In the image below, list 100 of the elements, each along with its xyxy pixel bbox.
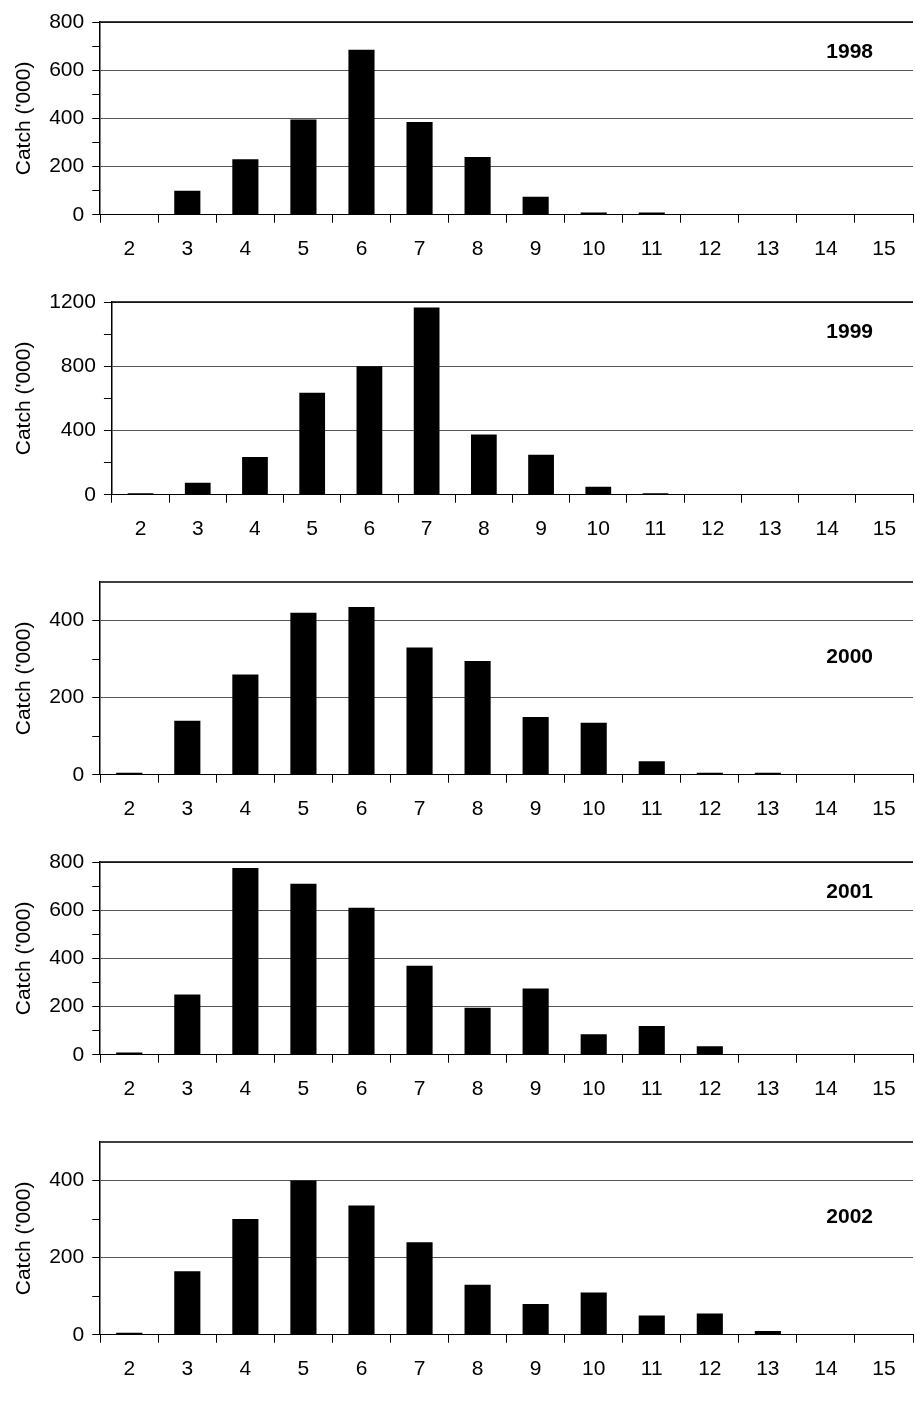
y-tick-label: 200 [49,684,85,708]
x-tick-label: 15 [872,516,897,540]
x-tick-label: 3 [181,1356,194,1380]
x-tick-label: 12 [698,236,722,260]
x-tick-label: 11 [640,236,663,260]
x-tick-label: 6 [355,236,368,260]
annotation: 2002 [826,1203,873,1227]
x-tick-label: 5 [306,516,319,540]
x-tick-label: 12 [698,1356,722,1380]
x-tick-label: 10 [582,1076,606,1100]
x-tick-label: 14 [814,236,838,260]
x-tick-label: 7 [413,236,426,260]
y-tick-label: 0 [84,481,96,505]
y-tick-label: 400 [49,945,85,969]
x-tick-label: 4 [239,1356,252,1380]
y-tick-label: 600 [49,57,85,80]
x-tick-label: 6 [355,796,368,820]
x-tick-label: 14 [814,1356,838,1380]
x-tick-label: 2 [123,1356,136,1380]
x-tick-label: 8 [471,236,484,260]
x-tick-label: 13 [756,1356,780,1380]
x-tick-label: 2 [123,796,136,820]
x-tick-label: 11 [640,1356,663,1380]
x-tick-label: 4 [249,516,262,540]
x-tick-label: 2 [123,1076,136,1100]
x-tick-label: 11 [640,796,663,820]
y-axis-title: Catch ('000) [11,341,35,456]
y-tick-label: 800 [49,848,85,872]
y-tick-label: 400 [49,607,85,631]
x-tick-label: 7 [413,1076,426,1100]
x-tick-label: 5 [297,236,310,260]
x-tick-label: 9 [529,796,542,820]
x-tick-label: 5 [297,796,310,820]
y-tick-label: 800 [49,8,85,32]
x-tick-label: 8 [471,796,484,820]
x-tick-label: 3 [181,796,194,820]
x-tick-label: 9 [535,516,547,540]
x-tick-label: 12 [698,1076,722,1100]
x-tick-label: 10 [582,236,606,260]
x-tick-label: 9 [529,236,542,260]
x-tick-label: 5 [297,1356,310,1380]
x-tick-label: 2 [123,236,136,260]
x-tick-label: 11 [644,516,667,540]
x-tick-label: 14 [814,1076,838,1100]
x-tick-label: 9 [529,1356,542,1380]
y-axis-title: Catch ('000) [11,61,35,176]
x-tick-label: 10 [582,1356,606,1380]
annotation: 2001 [826,878,874,902]
y-tick-label: 200 [49,993,85,1017]
x-tick-label: 9 [529,1076,542,1100]
x-tick-label: 13 [758,516,782,540]
x-tick-label: 8 [471,1076,484,1100]
y-axis-title: Catch ('000) [11,1181,35,1296]
x-tick-label: 7 [420,516,433,540]
annotation: 2000 [826,643,873,667]
x-tick-label: 6 [355,1076,368,1100]
y-tick-label: 400 [49,1167,85,1191]
x-tick-label: 15 [872,1076,896,1100]
annotation: 1998 [826,38,874,62]
x-tick-label: 15 [872,236,896,260]
x-tick-label: 11 [640,1076,663,1100]
x-tick-label: 15 [872,1356,896,1380]
y-axis-title: Catch ('000) [11,621,35,736]
x-tick-label: 7 [413,1356,426,1380]
y-axis-title: Catch ('000) [11,901,35,1016]
x-tick-label: 3 [181,236,194,260]
y-tick-label: 0 [72,1321,85,1345]
y-tick-label: 0 [72,1041,85,1065]
y-tick-label: 400 [60,417,96,441]
x-tick-label: 15 [872,796,896,820]
x-tick-label: 12 [698,796,722,820]
annotation: 1999 [826,318,873,342]
x-tick-label: 13 [756,236,780,260]
x-tick-label: 13 [756,1076,780,1100]
y-tick-label: 400 [49,105,85,129]
y-tick-label: 200 [49,1244,85,1268]
y-tick-label: 0 [72,201,85,225]
x-tick-label: 4 [239,236,252,260]
y-tick-label: 600 [49,897,85,920]
x-tick-label: 3 [181,1076,194,1100]
x-tick-label: 10 [586,516,610,540]
x-tick-label: 4 [239,1076,252,1100]
x-tick-label: 10 [582,796,606,820]
y-tick-label: 0 [72,761,85,785]
y-tick-label: 1200 [49,288,96,312]
x-tick-label: 14 [815,516,840,540]
x-tick-label: 6 [363,516,376,540]
x-tick-label: 3 [191,516,204,540]
x-tick-label: 8 [478,516,490,540]
x-tick-label: 5 [297,1076,310,1100]
x-tick-label: 6 [355,1356,368,1380]
y-tick-label: 200 [49,153,85,177]
x-tick-label: 7 [413,796,426,820]
x-tick-label: 4 [239,796,252,820]
x-tick-label: 2 [134,516,147,540]
x-tick-label: 14 [814,796,838,820]
y-tick-label: 800 [60,353,96,377]
x-tick-label: 8 [471,1356,484,1380]
x-tick-label: 13 [756,796,780,820]
x-tick-label: 12 [701,516,725,540]
